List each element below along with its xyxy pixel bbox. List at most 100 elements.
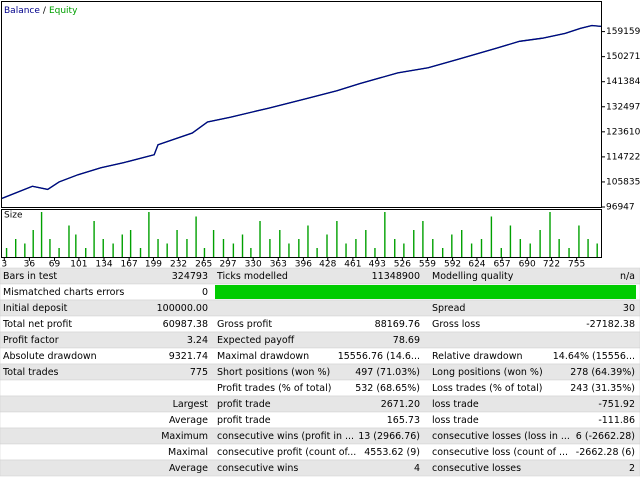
table-cell: Mismatched charts errors [3,287,124,298]
table-cell: Total trades [2,367,59,378]
table-cell: 165.73 [387,415,420,426]
size-bar [596,243,598,257]
table-cell: -111.86 [598,415,635,426]
size-bar [15,239,17,257]
size-bar [68,225,70,257]
table-row [0,459,640,477]
x-tick-label: 461 [344,260,361,270]
x-tick-label: 297 [219,260,236,270]
table-cell: Short positions (won %) [217,367,330,378]
size-bar [403,243,405,257]
table-cell: 60987.38 [163,319,208,330]
x-tick-label: 396 [295,260,312,270]
size-bar [212,230,215,257]
table-cell: 6 (-2662.28) [576,431,635,442]
table-cell: 3.24 [187,335,208,346]
size-bar [139,248,142,257]
size-bar [58,248,60,257]
size-bar [93,221,95,257]
x-tick-label: 199 [145,260,162,270]
table-row [0,267,640,285]
table-cell: consecutive losses (loss in ... [432,431,570,442]
table-cell: Absolute drawdown [3,351,97,362]
size-bar [384,212,386,257]
x-tick-label: 592 [444,260,461,270]
size-bar [316,248,318,257]
size-bar [24,243,26,257]
size-bar [432,239,434,257]
size-bar [85,248,87,257]
quality-bar [215,285,636,299]
x-tick-label: 232 [170,260,187,270]
table-cell: 278 (64.39%) [570,367,635,378]
size-bar [529,243,531,257]
table-cell: 4 [414,463,420,474]
table-cell: 15556.76 (14.6... [338,351,420,362]
table-cell: 324793 [172,271,208,282]
size-bar [422,221,424,257]
table-cell: Expected payoff [217,335,295,346]
table-cell: Gross profit [217,319,272,330]
size-bar [394,239,396,257]
size-bar [568,248,570,257]
x-tick-label: 330 [245,260,262,270]
table-cell: Initial deposit [3,303,68,314]
size-bar [241,234,244,257]
size-bar [355,239,357,257]
x-tick-label: 265 [195,260,212,270]
table-cell: -751.92 [598,399,635,410]
report-table: Bars in test 324793 Ticks modelled 11348900… [0,267,640,477]
size-bar [222,239,225,257]
size-bar [336,221,338,257]
table-cell: consecutive wins [217,463,298,474]
y-tick-label: 105835 [606,177,640,187]
size-bar [5,248,8,257]
table-cell: loss trade [432,399,479,410]
size-bar [500,248,502,257]
x-tick-label: 690 [519,260,536,270]
table-cell: 11348900 [372,271,420,282]
table-cell: 30 [623,303,635,314]
table-cell: Long positions (won %) [432,367,543,378]
size-bar [157,239,159,257]
table-cell: 775 [190,367,208,378]
size-bar [307,225,309,257]
x-tick-label: 657 [493,260,510,270]
size-bar [259,221,261,257]
size-bar [345,243,347,257]
size-bar [32,230,34,257]
table-row [0,299,640,317]
x-tick-label: 526 [394,260,411,270]
size-bar [326,234,328,257]
table-row [0,411,640,429]
y-tick-label: 114722 [606,152,640,162]
size-bar [539,230,541,257]
x-tick-label: 101 [70,260,87,270]
size-bar [509,225,512,257]
legend: Balance / Equity [4,6,78,16]
y-tick-label: 159159 [606,27,640,37]
series-line [1,24,602,200]
legend-separator: / [43,6,47,16]
legend-entry: Balance [4,6,40,16]
x-tick-label: 755 [568,260,585,270]
size-bar [490,216,493,257]
table-cell: Spread [432,303,465,314]
x-tick-label: 134 [95,260,112,270]
size-bar [461,230,463,257]
table-cell: Gross loss [432,319,480,330]
table-cell: profit trade [217,415,271,426]
x-tick-label: 559 [419,260,436,270]
x-tick-label: 722 [543,260,560,270]
y-tick-label: 150271 [606,52,640,62]
size-bar [470,243,473,257]
size-bar [288,243,290,257]
chart-background [0,0,640,268]
table-cell: 243 (31.35%) [570,383,635,394]
x-tick-label: 36 [24,260,36,270]
table-cell: Bars in test [3,271,57,282]
size-bar [587,239,589,257]
legend-entry: Equity [49,6,78,16]
size-panel [1,209,602,258]
